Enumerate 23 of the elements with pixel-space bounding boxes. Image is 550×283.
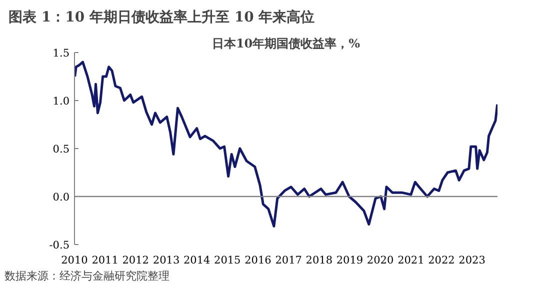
x-tick-label: 2021 [398, 254, 424, 266]
y-tick-label: -0.5 [49, 240, 70, 252]
x-tick-label: 2017 [275, 254, 302, 266]
x-tick-label: 2018 [306, 254, 333, 266]
source-note: 数据来源：经济与金融研究院整理 [4, 270, 170, 282]
chart-title: 图表 1：10 年期日债收益率上升至 10 年来高位 [8, 8, 315, 26]
x-tick-label: 2012 [122, 254, 149, 266]
y-tick-label: 1.0 [52, 96, 70, 108]
x-tick-label: 2020 [366, 254, 394, 266]
y-tick-label: 0.0 [52, 192, 70, 204]
x-tick-label: 2010 [61, 254, 88, 266]
x-tick-label: 2016 [244, 254, 272, 266]
x-tick-label: 2011 [92, 254, 118, 266]
line-series [74, 60, 498, 228]
x-tick-label: 2023 [458, 254, 486, 266]
y-tick-label: 1.5 [52, 48, 70, 60]
x-tick-label: 2022 [428, 254, 455, 266]
x-tick-label: 2019 [336, 254, 364, 266]
chart-subtitle: 日本10年期国债收益率，% [212, 36, 361, 50]
x-tick-label: 2014 [183, 254, 211, 266]
y-tick-label: 0.5 [52, 144, 70, 156]
x-tick-label: 2015 [214, 254, 241, 266]
x-tick-label: 2013 [152, 254, 180, 266]
